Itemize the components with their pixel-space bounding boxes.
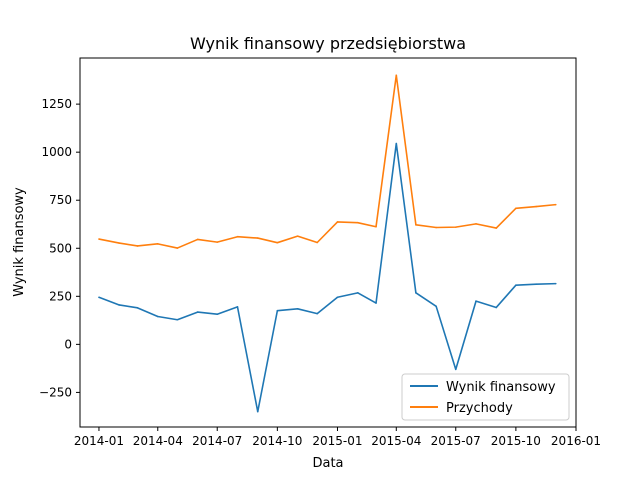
y-tick-label: 750 bbox=[49, 193, 72, 207]
data-point bbox=[356, 221, 359, 224]
x-tick-label: 2016-01 bbox=[551, 434, 601, 448]
data-point bbox=[554, 282, 557, 285]
x-axis-label: Data bbox=[312, 456, 343, 471]
y-tick-label: 1000 bbox=[41, 145, 72, 159]
data-point bbox=[435, 305, 437, 308]
data-point bbox=[495, 227, 498, 229]
x-axis: 2014-01 2014-04 2014-07 2014-10 2015-01 2015-… bbox=[74, 427, 601, 448]
data-point bbox=[98, 238, 100, 240]
series-line-0 bbox=[98, 142, 556, 413]
y-tick-label: 0 bbox=[64, 337, 72, 351]
data-point bbox=[98, 296, 100, 299]
data-point bbox=[256, 410, 259, 413]
data-point bbox=[156, 315, 159, 318]
x-tick-label: 2014-01 bbox=[74, 434, 124, 448]
data-point bbox=[375, 302, 377, 304]
data-point bbox=[356, 292, 359, 294]
y-axis-label: Wynik finansowy bbox=[12, 187, 27, 297]
data-point bbox=[415, 292, 417, 294]
x-tick-label: 2014-07 bbox=[192, 434, 242, 448]
data-point bbox=[395, 142, 398, 145]
data-point bbox=[515, 284, 517, 286]
x-tick-label: 2014-10 bbox=[252, 434, 302, 448]
data-point bbox=[296, 308, 299, 310]
y-tick-label: 500 bbox=[49, 241, 72, 255]
data-point bbox=[156, 243, 159, 245]
data-point bbox=[454, 368, 457, 371]
data-point bbox=[256, 237, 259, 239]
data-point bbox=[535, 205, 537, 208]
y-tick-label: −250 bbox=[39, 385, 72, 399]
data-point bbox=[276, 241, 279, 244]
series-line-1 bbox=[98, 74, 556, 249]
legend-box bbox=[401, 373, 570, 421]
chart-title: Wynik finansowy przedsiębiorstwa bbox=[190, 34, 466, 53]
data-point bbox=[236, 235, 239, 238]
data-point bbox=[336, 296, 339, 299]
legend-label-przychody: Przychody bbox=[446, 401, 513, 416]
data-point bbox=[475, 223, 477, 225]
data-point bbox=[316, 241, 319, 244]
x-tick-label: 2015-04 bbox=[371, 434, 421, 448]
x-tick-label: 2015-01 bbox=[312, 434, 362, 448]
y-tick-label: 250 bbox=[49, 289, 72, 303]
data-point bbox=[136, 307, 139, 309]
data-point bbox=[515, 207, 517, 210]
data-point bbox=[454, 226, 457, 228]
data-point bbox=[375, 225, 377, 228]
data-point bbox=[554, 203, 557, 206]
legend: Wynik finansowy Przychody bbox=[401, 373, 570, 421]
data-point bbox=[196, 238, 199, 241]
data-point bbox=[495, 306, 498, 309]
legend-label-wynik: Wynik finansowy bbox=[446, 380, 556, 395]
data-point bbox=[176, 318, 179, 321]
x-tick-label: 2014-04 bbox=[133, 434, 183, 448]
data-point bbox=[216, 241, 219, 243]
data-point bbox=[276, 309, 279, 312]
data-point bbox=[535, 283, 537, 286]
data-point bbox=[118, 242, 121, 244]
data-point bbox=[316, 312, 319, 315]
x-tick-label: 2015-07 bbox=[431, 434, 481, 448]
data-point bbox=[395, 74, 398, 77]
data-point bbox=[475, 300, 477, 302]
data-point bbox=[176, 247, 179, 249]
data-point bbox=[216, 313, 219, 315]
data-point bbox=[236, 306, 239, 308]
x-tick-label: 2015-10 bbox=[491, 434, 541, 448]
data-point bbox=[196, 311, 199, 313]
data-point bbox=[415, 224, 417, 226]
data-point bbox=[336, 221, 339, 223]
series-layer bbox=[98, 74, 557, 413]
data-point bbox=[118, 304, 121, 306]
data-point bbox=[136, 245, 139, 247]
data-point bbox=[296, 235, 299, 237]
y-axis: −250 0 250 500 750 1000 1250 bbox=[39, 97, 80, 399]
plot-frame bbox=[79, 57, 577, 428]
data-point bbox=[435, 226, 437, 229]
y-tick-label: 1250 bbox=[41, 97, 72, 111]
